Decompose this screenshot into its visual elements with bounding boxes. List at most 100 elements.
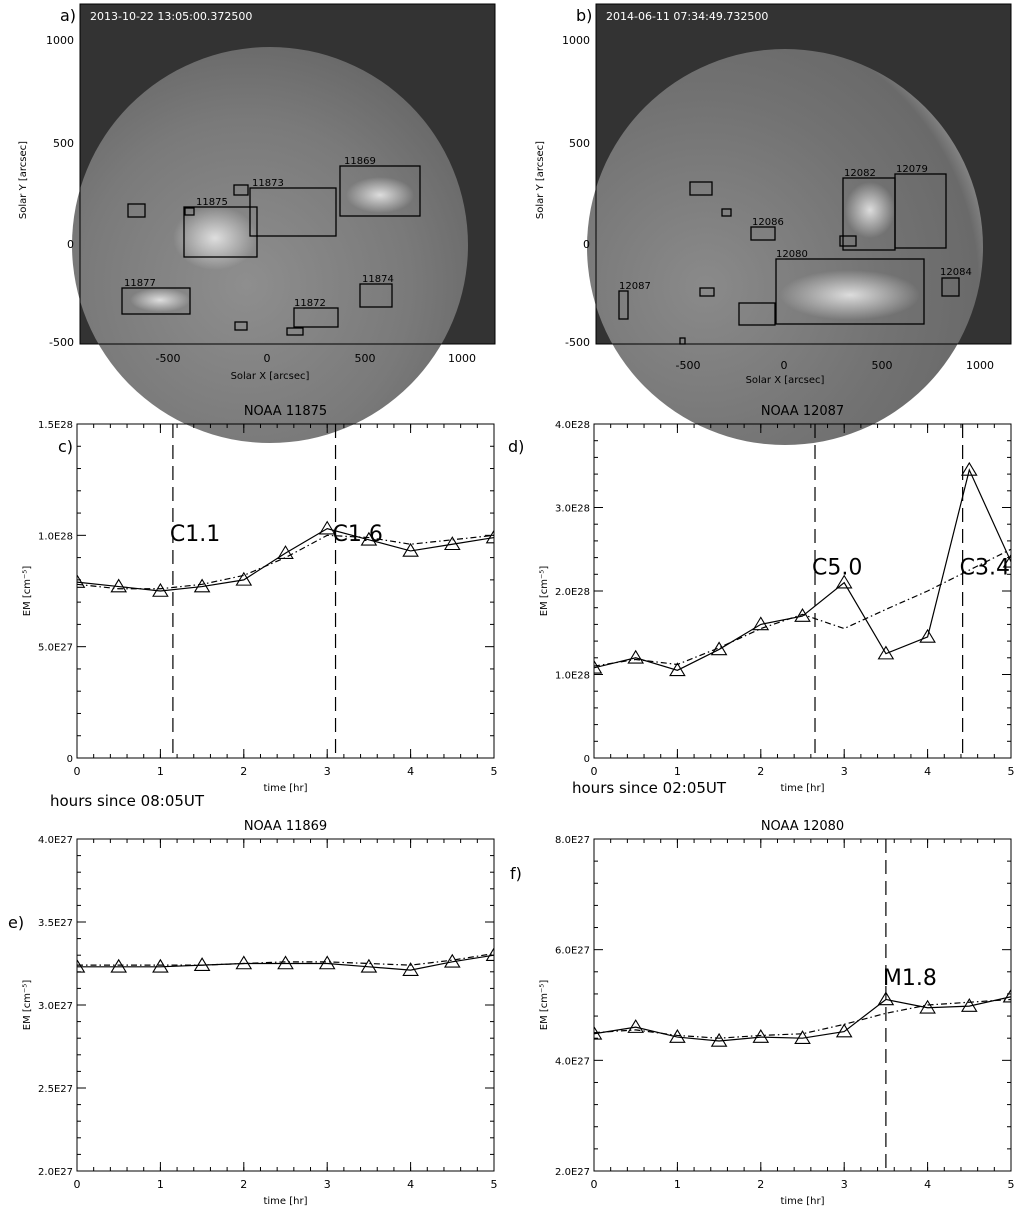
x-axis-label: time [hr] [263, 783, 307, 794]
chart-title: NOAA 11875 [244, 404, 327, 419]
y-tick-label: 500 [569, 137, 590, 150]
x-axis-label: time [hr] [263, 1196, 307, 1207]
x-tick-label: 5 [491, 1178, 498, 1191]
region-label: 11873 [252, 178, 284, 189]
y-axis-label: Solar Y [arcsec] [18, 141, 29, 219]
x-tick-label: 0 [591, 1178, 598, 1191]
flare-label: M1.8 [883, 966, 937, 991]
series-group [587, 463, 1014, 676]
chart-title: NOAA 11869 [244, 819, 327, 834]
x-tick-label: 4 [407, 765, 414, 778]
solar-disk [72, 47, 468, 443]
x-tick-label: 1 [674, 1178, 681, 1191]
series-group [70, 522, 502, 597]
y-tick-label: 3.0E27 [38, 1001, 73, 1012]
bright-region [346, 177, 414, 213]
panel-letter-a: a) [60, 6, 76, 25]
series-line-solid [594, 470, 1011, 670]
x-tick-label: 2 [240, 765, 247, 778]
region-label: 11875 [196, 197, 228, 208]
flare-label: C3.4 [960, 555, 1010, 580]
x-tick-label: 3 [841, 765, 848, 778]
region-label: 11877 [124, 278, 156, 289]
time-reference-note: hours since 08:05UT [50, 792, 205, 810]
data-point-triangle [628, 651, 643, 663]
x-tick-label: 1000 [448, 352, 476, 365]
region-label: 12087 [619, 281, 651, 292]
y-tick-label: 4.0E28 [555, 420, 590, 431]
x-tick-label: 2 [757, 1178, 764, 1191]
image-timestamp-a: 2013-10-22 13:05:00.372500 [90, 10, 252, 23]
region-label: 12084 [940, 267, 972, 278]
y-axis-label: EM [cm⁻⁵] [22, 566, 33, 617]
plot-frame [594, 424, 1011, 758]
time-reference-note: hours since 02:05UT [572, 779, 727, 797]
y-tick-label: 2.0E27 [38, 1167, 73, 1178]
x-axis-label: time [hr] [780, 1196, 824, 1207]
y-tick-label: 2.0E28 [555, 587, 590, 598]
data-point-triangle [670, 663, 685, 675]
plot-frame [77, 839, 494, 1171]
x-tick-label: 0 [781, 359, 788, 372]
x-tick-label: 1 [157, 765, 164, 778]
y-tick-label: 4.0E27 [555, 1056, 590, 1067]
data-point-triangle [712, 642, 727, 654]
region-label: 12082 [844, 168, 876, 179]
y-axis-label: Solar Y [arcsec] [535, 141, 546, 219]
y-tick-label: 0 [67, 238, 74, 251]
y-tick-label: 2.5E27 [38, 1084, 73, 1095]
panel-letter: e) [8, 913, 24, 932]
region-label: 12080 [776, 249, 808, 260]
y-axis-label: EM [cm⁻⁵] [539, 980, 550, 1031]
x-tick-label: 500 [872, 359, 893, 372]
y-tick-label: 0 [67, 754, 73, 765]
data-point-triangle [195, 958, 210, 970]
y-axis-label: EM [cm⁻⁵] [539, 566, 550, 617]
data-point-triangle [795, 609, 810, 621]
x-tick-label: 3 [841, 1178, 848, 1191]
series-line-dashdot [594, 549, 1011, 666]
solar-image-b: b) 2014-06-11 07:34:49.732500 12082 1207… [535, 4, 1011, 445]
y-tick-label: 1000 [562, 34, 590, 47]
data-point-triangle [320, 957, 335, 969]
y-axis-label: EM [cm⁻⁵] [22, 980, 33, 1031]
panel-letter: c) [58, 437, 73, 456]
flare-label: C5.0 [812, 555, 862, 580]
data-point-triangle [153, 960, 168, 972]
region-label: 11872 [294, 298, 326, 309]
region-label: 11874 [362, 274, 394, 285]
y-tick-label: 3.5E27 [38, 918, 73, 929]
x-tick-label: 500 [355, 352, 376, 365]
x-tick-label: 4 [407, 1178, 414, 1191]
x-tick-label: 1000 [966, 359, 994, 372]
y-tick-label: 5.0E27 [38, 643, 73, 654]
panel-letter-b: b) [576, 6, 592, 25]
y-tick-label: 3.0E28 [555, 504, 590, 515]
region-label: 12086 [752, 217, 784, 228]
y-tick-label: 8.0E27 [555, 835, 590, 846]
data-point-triangle [236, 573, 251, 585]
y-tick-label: 2.0E27 [555, 1167, 590, 1178]
y-tick-label: 1.5E28 [38, 420, 73, 431]
region-label: 11869 [344, 156, 376, 167]
plot-frame [594, 839, 1011, 1171]
x-tick-label: 0 [74, 1178, 81, 1191]
x-tick-label: 3 [324, 765, 331, 778]
x-tick-label: 0 [591, 765, 598, 778]
x-tick-label: 0 [74, 765, 81, 778]
series-line-solid [594, 997, 1011, 1041]
image-timestamp-b: 2014-06-11 07:34:49.732500 [606, 10, 768, 23]
region-label: 12079 [896, 164, 928, 175]
flare-label: C1.1 [170, 522, 220, 547]
y-tick-label: 1000 [46, 34, 74, 47]
x-tick-label: -500 [676, 359, 701, 372]
data-point-triangle [236, 957, 251, 969]
y-tick-label: 6.0E27 [555, 946, 590, 957]
chart-title: NOAA 12080 [761, 819, 844, 834]
x-tick-label: 4 [924, 1178, 931, 1191]
x-tick-label: 2 [757, 765, 764, 778]
y-tick-label: -500 [49, 336, 74, 349]
series-line-solid [77, 529, 494, 591]
x-tick-label: 3 [324, 1178, 331, 1191]
y-tick-label: -500 [565, 336, 590, 349]
